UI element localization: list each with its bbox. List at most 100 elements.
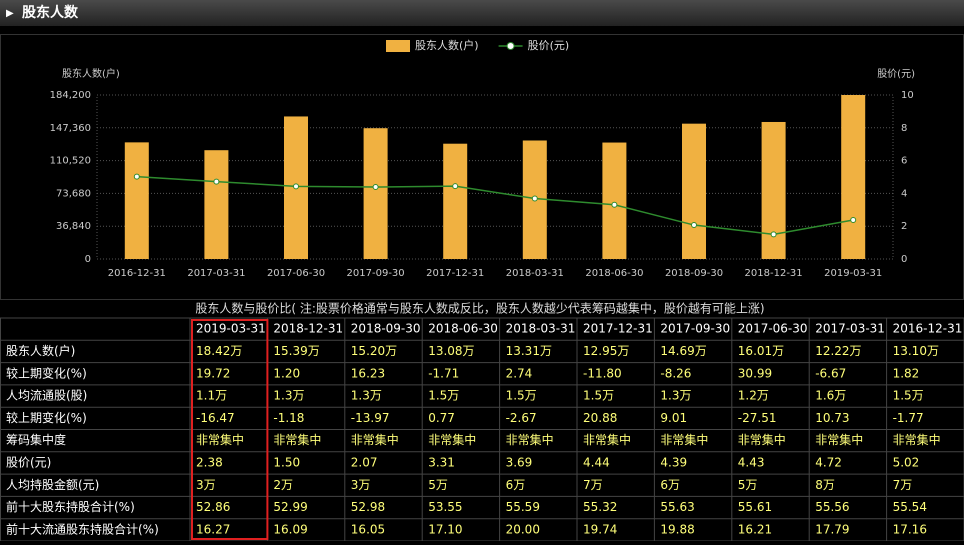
table-cell: 3.69 — [506, 455, 533, 469]
table-cell: 2万 — [273, 478, 293, 492]
table-cell: 7万 — [583, 478, 603, 492]
table-cell: 55.59 — [506, 500, 540, 514]
table-cell: 6万 — [660, 478, 680, 492]
table-cell: 4.44 — [583, 455, 610, 469]
table-cell: 5.02 — [893, 455, 920, 469]
x-tick-label: 2017-06-30 — [267, 268, 325, 279]
x-tick-label: 2019-03-31 — [824, 268, 882, 279]
table-cell: 12.95万 — [583, 344, 629, 358]
column-header: 2018-06-30 — [428, 322, 498, 336]
row-label: 筹码集中度 — [6, 432, 66, 447]
y2-tick-label: 10 — [901, 90, 914, 101]
y-tick-label: 36,840 — [56, 221, 91, 232]
table-cell: -16.47 — [196, 411, 235, 425]
table-cell: 7万 — [893, 478, 913, 492]
column-header: 2017-12-31 — [583, 322, 653, 336]
table-cell: 16.09 — [273, 522, 307, 536]
table-cell: 20.00 — [506, 522, 540, 536]
price-point — [850, 216, 857, 223]
table-cell: 19.72 — [196, 366, 230, 380]
legend-swatch — [506, 42, 515, 50]
highlight-box — [191, 319, 269, 540]
table-cell: 16.27 — [196, 522, 230, 536]
table-cell: 1.6万 — [815, 389, 846, 403]
table-caption: 股东人数与股价比( 注:股票价格通常与股东人数成反比，股东人数越少代表筹码越集中… — [195, 301, 764, 316]
table-cell: 16.05 — [351, 522, 385, 536]
table-cell: -13.97 — [351, 411, 390, 425]
table-cell: 55.54 — [893, 500, 927, 514]
table-cell: 16.23 — [351, 366, 385, 380]
table-cell: 3万 — [196, 478, 216, 492]
column-header: 2017-09-30 — [660, 322, 730, 336]
legend-label: 股价(元) — [528, 39, 570, 52]
table-cell: 5万 — [738, 478, 758, 492]
table-cell: 1.3万 — [660, 389, 691, 403]
y2-tick-label: 2 — [901, 221, 907, 232]
price-point — [452, 183, 459, 190]
table-cell: 1.1万 — [196, 389, 227, 403]
table-cell: -1.71 — [428, 366, 459, 380]
price-point — [611, 201, 618, 208]
header-bar — [0, 0, 964, 26]
bar — [682, 123, 706, 259]
x-tick-label: 2017-03-31 — [187, 268, 245, 279]
table-cell: 10.73 — [815, 411, 849, 425]
table-cell: 2.07 — [351, 455, 378, 469]
table-cell: 15.20万 — [351, 344, 397, 358]
bar — [363, 128, 388, 259]
row-label: 较上期变化(%) — [6, 410, 87, 425]
table-cell: 9.01 — [660, 411, 687, 425]
header-title: 股东人数 — [22, 4, 79, 21]
table-cell: 16.21 — [738, 522, 772, 536]
price-point — [531, 195, 538, 202]
table-cell: 8万 — [815, 478, 835, 492]
table-cell: 非常集中 — [273, 432, 321, 447]
table-cell: 非常集中 — [738, 432, 786, 447]
table-cell: 1.5万 — [428, 389, 459, 403]
table-cell: 1.20 — [273, 366, 300, 380]
table-cell: 13.31万 — [506, 344, 552, 358]
x-tick-label: 2016-12-31 — [108, 268, 166, 279]
table-cell: 4.43 — [738, 455, 765, 469]
header-arrow: ▶ — [6, 8, 14, 19]
table-cell: 52.99 — [273, 500, 307, 514]
table-cell: 1.3万 — [351, 389, 382, 403]
y-tick-label: 147,360 — [50, 123, 91, 134]
y-tick-label: 110,520 — [50, 156, 91, 167]
table-cell: 16.01万 — [738, 344, 784, 358]
table-cell: 1.2万 — [738, 389, 769, 403]
table-cell: 14.69万 — [660, 344, 706, 358]
y-tick-label: 184,200 — [50, 90, 91, 101]
table-cell: -1.77 — [893, 411, 924, 425]
table-cell: 19.88 — [660, 522, 694, 536]
price-point — [293, 183, 299, 190]
table-cell: -6.67 — [815, 366, 846, 380]
price-point — [691, 222, 697, 229]
table-cell: 非常集中 — [506, 432, 554, 447]
table-cell: 1.5万 — [506, 389, 537, 403]
table-cell: 55.32 — [583, 500, 617, 514]
table-cell: -1.18 — [273, 411, 304, 425]
table-cell: 17.79 — [815, 522, 849, 536]
legend-swatch — [386, 40, 410, 52]
row-label: 股价(元) — [6, 455, 51, 469]
table-cell: 1.50 — [273, 455, 300, 469]
column-header: 2018-03-31 — [506, 322, 576, 336]
table-cell: 19.74 — [583, 522, 617, 536]
table: 2019-03-31 2018-12-31 2018-09-30 2018-06-30… — [0, 317, 964, 542]
column-header: 2018-09-30 — [351, 322, 421, 336]
y2-tick-label: 6 — [901, 156, 907, 167]
table-cell: 55.56 — [815, 500, 849, 514]
table-cell: 18.42万 — [196, 344, 242, 358]
table-cell: 12.22万 — [815, 344, 861, 358]
table-cell: 非常集中 — [815, 432, 863, 447]
bar — [204, 150, 229, 259]
x-tick-label: 2018-12-31 — [745, 268, 803, 279]
chart: 0 36,840 73,680 110,520 147,360 184,200 0 2 4 6 8 1… — [50, 38, 914, 279]
table-cell: -2.67 — [506, 411, 537, 425]
table-cell: 非常集中 — [583, 432, 631, 447]
table-cell: 非常集中 — [428, 432, 476, 447]
row-label: 人均持股金额(元) — [6, 477, 99, 492]
table-cell: 1.3万 — [273, 389, 304, 403]
